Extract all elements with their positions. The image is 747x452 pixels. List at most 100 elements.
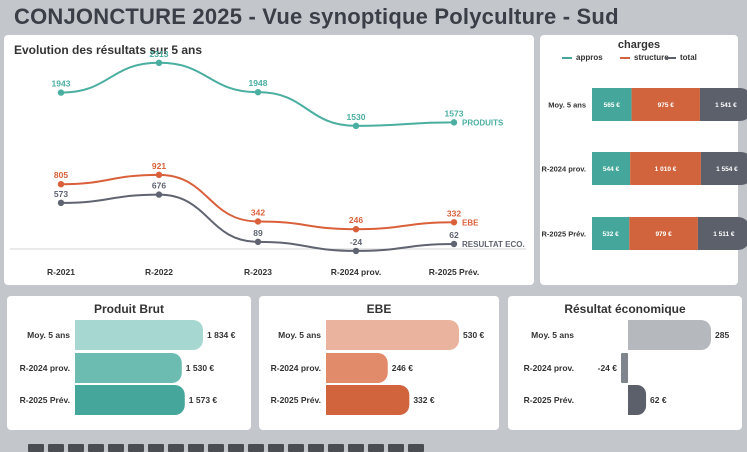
ebe-panel: EBE Moy. 5 ans 530 € R-2024 prov. 246 € R-20… <box>259 296 499 430</box>
res-bar-1 <box>621 353 628 383</box>
charges-bar-structure-2 <box>629 217 698 250</box>
charges-bar-structure-1 <box>630 152 701 185</box>
ebe-value-label-2: 332 € <box>413 395 435 405</box>
point-produits-3 <box>352 122 360 130</box>
ebe-value-label-1: 246 € <box>392 363 414 373</box>
point-produits-1 <box>155 59 163 67</box>
legend-total-swatch <box>666 56 676 59</box>
data-label-resultat-4: 62 <box>449 230 459 240</box>
pb-category-0: Moy. 5 ans <box>27 330 70 340</box>
charges-label-appros-2: 532 € <box>603 231 620 238</box>
data-label-produits-4: 1573 <box>445 108 464 118</box>
ebe-category-0: Moy. 5 ans <box>278 330 321 340</box>
bottom-strip-tile <box>308 444 324 452</box>
bottom-strip-tile <box>328 444 344 452</box>
charges-panel: charges appros structure total Moy. 5 an… <box>540 35 747 285</box>
bottom-strip-tile <box>28 444 44 452</box>
legend-appros-label: appros <box>576 53 603 62</box>
bottom-strip-tile <box>88 444 104 452</box>
charges-category-2: R-2025 Prév. <box>542 230 586 239</box>
charges-label-total-2: 1 511 € <box>713 231 735 238</box>
res-value-label-0: 285 <box>715 330 729 340</box>
resultat-title: Résultat économique <box>564 302 686 316</box>
res-category-1: R-2024 prov. <box>524 363 574 373</box>
charges-bar-appros-0 <box>592 88 632 121</box>
legend-structure-label: structure <box>634 53 669 62</box>
charges-label-structure-1: 1 010 € <box>655 166 677 173</box>
charges-label-total-0: 1 541 € <box>715 102 737 109</box>
charges-label-appros-1: 544 € <box>603 166 620 173</box>
x-tick-label-1: R-2022 <box>145 267 173 277</box>
point-ebe-3 <box>352 225 360 233</box>
point-ebe-1 <box>155 171 163 179</box>
pb-value-label-0: 1 834 € <box>207 330 236 340</box>
data-label-produits-2: 1948 <box>249 78 268 88</box>
point-resultat-3 <box>352 247 360 255</box>
produit-brut-chart: Moy. 5 ans 1 834 € R-2024 prov. 1 530 € R-20… <box>20 320 236 415</box>
data-label-produits-3: 1530 <box>347 112 366 122</box>
pb-category-2: R-2025 Prév. <box>20 395 70 405</box>
x-tick-label-0: R-2021 <box>47 267 75 277</box>
charges-bar-total-2 <box>697 217 747 250</box>
series-end-label-resultat: RESULTAT ECO. <box>462 240 525 249</box>
pb-value-label-2: 1 573 € <box>189 395 218 405</box>
bottom-strip-tile <box>388 444 404 452</box>
bottom-strip-tile <box>288 444 304 452</box>
charges-bar-appros-2 <box>592 217 630 250</box>
bottom-strip-tile <box>408 444 424 452</box>
data-label-produits-1: 2313 <box>150 49 169 59</box>
bottom-strip-tile <box>368 444 384 452</box>
point-ebe-4 <box>450 219 458 226</box>
bottom-strip-tile <box>268 444 284 452</box>
series-end-label-ebe: EBE <box>462 218 479 227</box>
resultat-panel: Résultat économique Moy. 5 ans 285 R-2024 … <box>508 296 742 430</box>
ebe-category-2: R-2025 Prév. <box>271 395 321 405</box>
data-label-resultat-2: 89 <box>253 228 263 238</box>
pb-bar-2 <box>75 385 185 415</box>
legend-appros-swatch <box>562 56 572 59</box>
res-category-0: Moy. 5 ans <box>531 330 574 340</box>
bottom-strip-tile <box>68 444 84 452</box>
legend-structure: structure <box>620 53 669 62</box>
pb-bar-0 <box>75 320 203 350</box>
charges-label-appros-0: 565 € <box>604 102 621 109</box>
produit-brut-panel: Produit Brut Moy. 5 ans 1 834 € R-2024 pro… <box>7 296 251 430</box>
point-produits-4 <box>450 119 458 126</box>
res-bar-2 <box>628 385 647 415</box>
data-label-resultat-0: 573 <box>54 189 68 199</box>
data-label-ebe-0: 805 <box>54 170 68 180</box>
produit-brut-title: Produit Brut <box>94 302 164 316</box>
bottom-strip <box>0 440 747 452</box>
charges-title: charges <box>617 39 661 51</box>
charges-bar-total-0 <box>699 88 747 121</box>
data-label-resultat-3: -24 <box>350 237 363 247</box>
point-ebe-0 <box>57 180 65 188</box>
bottom-strip-tile <box>148 444 164 452</box>
point-produits-2 <box>254 88 262 96</box>
bottom-strip-tile <box>248 444 264 452</box>
res-value-label-2: 62 € <box>650 395 667 405</box>
point-produits-0 <box>57 89 65 96</box>
ebe-bar-0 <box>326 320 459 350</box>
legend-appros: appros <box>562 53 603 62</box>
ebe-category-1: R-2024 prov. <box>271 363 321 373</box>
x-tick-label-3: R-2024 prov. <box>331 267 381 277</box>
bottom-strip-tile <box>188 444 204 452</box>
ebe-value-label-0: 530 € <box>463 330 485 340</box>
point-ebe-2 <box>254 218 262 225</box>
bottom-strip-tile <box>168 444 184 452</box>
pb-value-label-1: 1 530 € <box>186 363 215 373</box>
pb-bar-1 <box>75 353 182 383</box>
page-title: CONJONCTURE 2025 - Vue synoptique Polycu… <box>14 4 619 29</box>
data-label-produits-0: 1943 <box>52 79 71 89</box>
resultat-chart: Moy. 5 ans 285 R-2024 prov. -24 € R-2025 Pré… <box>524 320 729 415</box>
legend-structure-swatch <box>620 56 630 59</box>
res-bar-0 <box>628 320 711 350</box>
bottom-strip-tile <box>348 444 364 452</box>
data-label-resultat-1: 676 <box>152 181 166 191</box>
series-end-label-produits: PRODUITS <box>462 118 504 127</box>
bottom-strip-tile <box>128 444 144 452</box>
point-resultat-4 <box>450 240 458 248</box>
charges-label-total-1: 1 554 € <box>716 166 738 173</box>
charges-bar-structure-0 <box>631 88 700 121</box>
